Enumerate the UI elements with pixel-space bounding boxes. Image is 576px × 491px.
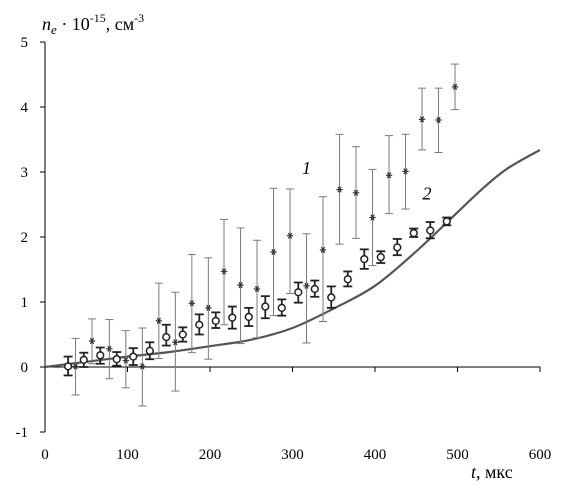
asterisk-point	[336, 186, 343, 193]
asterisk-point	[172, 339, 179, 346]
x-title-var: t	[471, 462, 477, 482]
asterisk-point	[122, 357, 130, 364]
circle-point	[393, 243, 402, 252]
circle-point	[310, 284, 319, 294]
circle-point	[195, 320, 204, 329]
model-curve-line	[44, 148, 541, 369]
asterisk-point	[106, 345, 113, 352]
axes: -1 0 1 2 3 4 5 0 100 200 300 400 500 600	[16, 35, 552, 463]
y-title-exp: -15	[90, 11, 106, 25]
asterisk-point	[253, 285, 261, 293]
circle-point	[145, 346, 154, 355]
y-tick-label: 3	[21, 165, 29, 181]
asterisk-point	[319, 246, 327, 254]
circle-point	[96, 351, 105, 360]
x-title-unit: , мкс	[476, 462, 513, 482]
model-curve-layer	[44, 148, 541, 369]
asterisk-point	[286, 232, 294, 239]
y-title-mid: · 10	[57, 14, 90, 34]
circle-point	[327, 293, 336, 302]
circle-point	[211, 316, 220, 326]
circle-point	[244, 312, 253, 322]
x-tick-label: 500	[446, 447, 469, 463]
asterisk-point	[220, 268, 228, 275]
circle-point	[79, 355, 88, 365]
circle-point	[343, 275, 352, 284]
circle-point	[178, 330, 187, 339]
asterisk-point	[155, 317, 163, 324]
asterisk-point	[205, 304, 212, 311]
circle-point	[261, 302, 270, 311]
y-axis-title: ne · 10-15, см-3	[42, 11, 144, 37]
y-title-unit-exp: -3	[134, 11, 144, 25]
x-tick-label: 300	[281, 447, 304, 463]
asterisk-point	[188, 300, 196, 307]
circle-point	[277, 303, 286, 313]
series-layer	[63, 63, 460, 407]
y-tick-label: 1	[21, 295, 29, 311]
y-tick-label: 5	[21, 35, 29, 51]
x-tick-label: 0	[41, 447, 49, 463]
asterisk-point	[418, 116, 426, 123]
y-title-unit: , см	[106, 14, 134, 34]
circle-point	[228, 313, 237, 322]
circle-point	[63, 362, 73, 371]
asterisk-point	[270, 248, 277, 256]
asterisk-point	[139, 363, 146, 370]
circle-point	[409, 228, 418, 238]
y-tick-label: 0	[21, 360, 29, 376]
series-2	[63, 216, 452, 377]
x-axis-title: t, мкс	[471, 462, 513, 482]
asterisk-point	[352, 189, 360, 196]
y-tick-label: -1	[16, 425, 29, 441]
y-tick-label: 4	[21, 100, 29, 116]
asterisk-point	[385, 172, 393, 179]
asterisk-point	[303, 282, 310, 289]
x-tick-label: 200	[199, 447, 222, 463]
asterisk-point	[237, 282, 244, 289]
circle-point	[426, 226, 435, 235]
series-1	[71, 63, 460, 407]
circle-point	[162, 332, 171, 342]
x-tick-label: 100	[116, 447, 139, 463]
x-tick-label: 600	[529, 447, 552, 463]
series-label-2: 2	[422, 183, 431, 203]
circle-point	[442, 217, 451, 226]
x-tick-label: 400	[364, 447, 387, 463]
asterisk-point	[369, 214, 376, 221]
asterisk-point	[435, 116, 442, 124]
y-tick-label: 2	[21, 230, 29, 246]
y-title-var: n	[42, 14, 51, 34]
circle-point	[376, 253, 385, 262]
asterisk-point	[451, 83, 459, 90]
y-title-sub: e	[51, 22, 57, 37]
labels: ne · 10-15, см-3 t, мкс 1 2	[42, 11, 513, 482]
circle-point	[360, 254, 369, 264]
circle-point	[129, 352, 138, 361]
asterisk-point	[402, 168, 409, 175]
asterisk-point	[72, 363, 79, 370]
series-label-1: 1	[302, 158, 311, 178]
circle-point	[112, 355, 121, 364]
asterisk-point	[88, 337, 96, 345]
circle-point	[294, 288, 303, 297]
